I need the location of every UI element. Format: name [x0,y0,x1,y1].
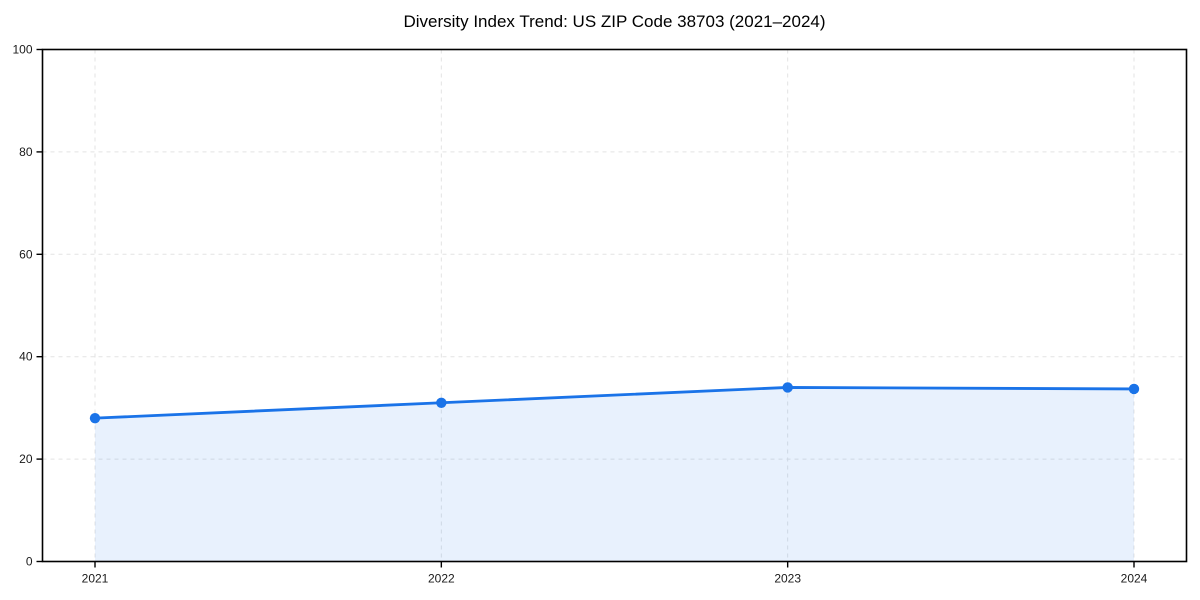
plot-border [41,48,1188,563]
y-tick-label: 60 [19,247,33,261]
data-point [89,412,101,424]
y-tick-label: 20 [19,452,33,466]
trend-line [93,386,1136,420]
y-tick-label: 100 [12,43,32,57]
chart-title: Diversity Index Trend: US ZIP Code 38703… [403,12,826,31]
data-point [436,397,447,408]
y-tick-label: 0 [26,555,33,569]
y-tick-label: 80 [19,145,33,159]
x-tick-label: 2021 [82,572,109,586]
data-point [1128,383,1140,395]
y-tick-label: 40 [19,350,33,364]
area-fill [95,387,1134,562]
data-point [782,382,793,393]
x-tick-label: 2022 [428,572,455,586]
x-tick-label: 2024 [1121,572,1148,586]
x-tick-label: 2023 [774,572,801,586]
